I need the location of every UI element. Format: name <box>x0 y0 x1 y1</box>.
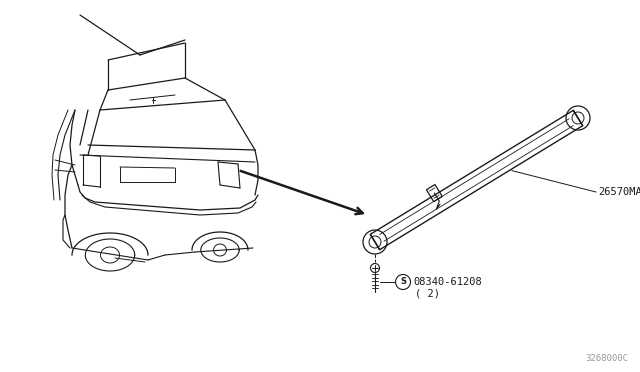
Text: 26570MA: 26570MA <box>598 187 640 197</box>
Text: ( 2): ( 2) <box>415 289 440 299</box>
Text: 08340-61208: 08340-61208 <box>413 277 482 287</box>
Text: 3268000C: 3268000C <box>585 354 628 363</box>
Text: S: S <box>400 278 406 286</box>
